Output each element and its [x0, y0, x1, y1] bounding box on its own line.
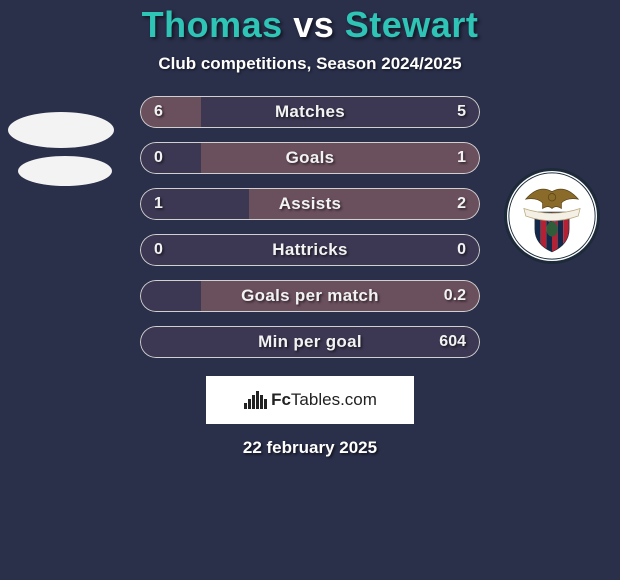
stat-value-right: 5	[457, 96, 466, 128]
stat-value-left: 1	[154, 188, 163, 220]
right-club-crest	[504, 168, 600, 264]
footer-brand: FcTables.com	[271, 390, 377, 410]
page-title: Thomas vs Stewart	[142, 4, 479, 46]
stat-row: Assists1 2	[140, 188, 480, 220]
left-club-ellipse-2	[18, 156, 112, 186]
stat-row: Hattricks0 0	[140, 234, 480, 266]
stat-value-right: 604	[439, 326, 466, 358]
stat-label: Matches	[140, 96, 480, 128]
stat-value-left: 6	[154, 96, 163, 128]
footer-suffix: .com	[340, 390, 377, 409]
stat-label: Assists	[140, 188, 480, 220]
stat-row: Matches6 5	[140, 96, 480, 128]
stat-label: Min per goal	[140, 326, 480, 358]
stat-value-left: 0	[154, 142, 163, 174]
subtitle: Club competitions, Season 2024/2025	[158, 54, 461, 74]
stat-label: Goals	[140, 142, 480, 174]
title-left: Thomas	[142, 4, 283, 45]
bars-icon	[243, 389, 269, 411]
stat-value-right: 0	[457, 234, 466, 266]
left-club-badge-group	[8, 112, 114, 186]
crest-svg	[507, 168, 597, 264]
title-vs: vs	[293, 4, 334, 45]
left-club-ellipse-1	[8, 112, 114, 148]
stat-label: Hattricks	[140, 234, 480, 266]
stat-row: Min per goal604	[140, 326, 480, 358]
stat-value-right: 0.2	[444, 280, 466, 312]
stat-label: Goals per match	[140, 280, 480, 312]
stat-row: Goals0 1	[140, 142, 480, 174]
footer-prefix: Fc	[271, 390, 291, 409]
footer-attribution[interactable]: FcTables.com	[206, 376, 414, 424]
title-right: Stewart	[345, 4, 479, 45]
content-root: Thomas vs Stewart Club competitions, Sea…	[0, 0, 620, 580]
stat-value-left: 0	[154, 234, 163, 266]
date-label: 22 february 2025	[243, 438, 377, 458]
stat-row: Goals per match0.2	[140, 280, 480, 312]
stat-value-right: 1	[457, 142, 466, 174]
footer-main: Tables	[291, 390, 340, 409]
stat-value-right: 2	[457, 188, 466, 220]
